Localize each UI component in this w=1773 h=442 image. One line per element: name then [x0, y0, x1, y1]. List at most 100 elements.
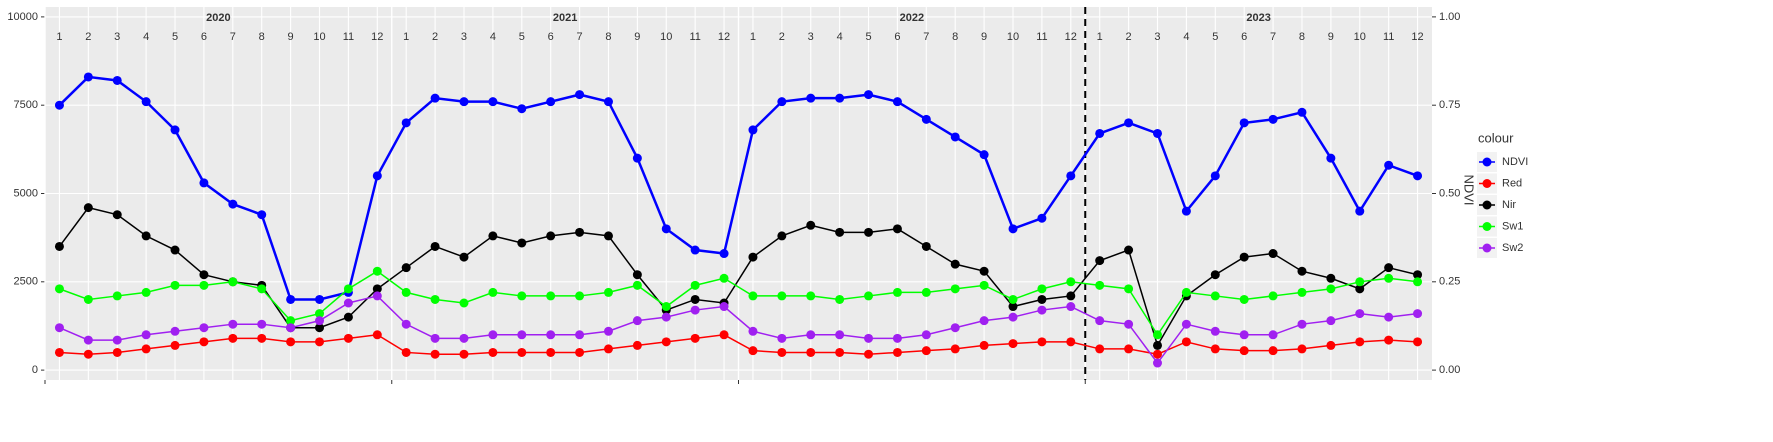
- point: [1066, 302, 1076, 312]
- month-label: 5: [519, 31, 525, 43]
- series-line: [59, 270, 1418, 337]
- point: [170, 280, 180, 290]
- point: [315, 294, 325, 304]
- point: [575, 291, 585, 301]
- point: [748, 291, 758, 301]
- point: [343, 333, 353, 343]
- point: [459, 298, 469, 308]
- point: [54, 284, 64, 294]
- point: [835, 347, 845, 357]
- point: [228, 319, 238, 329]
- point: [661, 337, 671, 347]
- point: [112, 335, 122, 345]
- month-label: 3: [461, 31, 467, 43]
- legend-key-point: [1482, 157, 1492, 167]
- point: [83, 335, 93, 345]
- point: [950, 284, 960, 294]
- point: [228, 199, 238, 209]
- point: [1181, 287, 1191, 297]
- point: [199, 178, 209, 188]
- point: [1239, 346, 1249, 356]
- point: [1181, 206, 1191, 216]
- month-label: 1: [56, 31, 62, 43]
- point: [1124, 344, 1134, 354]
- month-label: 8: [605, 31, 611, 43]
- point: [603, 326, 613, 336]
- legend-key-point: [1482, 179, 1492, 188]
- point: [632, 153, 642, 163]
- point: [1152, 330, 1162, 340]
- point: [1152, 358, 1162, 368]
- point: [1181, 319, 1191, 329]
- point: [864, 291, 874, 301]
- year-label: 2022: [900, 12, 924, 24]
- point: [1181, 337, 1191, 347]
- point: [54, 100, 64, 110]
- month-label: 8: [259, 31, 265, 43]
- point: [1384, 160, 1394, 170]
- point: [1384, 263, 1394, 273]
- year-label: 2020: [206, 12, 230, 24]
- point: [1355, 206, 1365, 216]
- month-label: 6: [894, 31, 900, 43]
- point: [806, 347, 816, 357]
- point: [112, 347, 122, 357]
- point: [546, 231, 556, 241]
- point: [1355, 309, 1365, 319]
- point: [228, 277, 238, 287]
- month-label: 2: [85, 31, 91, 43]
- point: [112, 291, 122, 301]
- point: [199, 323, 209, 333]
- point: [1210, 344, 1220, 354]
- month-label: 8: [952, 31, 958, 43]
- point: [806, 93, 816, 103]
- point: [286, 316, 296, 326]
- point: [170, 245, 180, 255]
- point: [488, 330, 498, 340]
- month-label: 4: [143, 31, 149, 43]
- point: [1095, 128, 1105, 138]
- month-label: 5: [172, 31, 178, 43]
- month-label: 12: [1411, 31, 1423, 43]
- point: [517, 347, 527, 357]
- point: [777, 291, 787, 301]
- point: [1124, 319, 1134, 329]
- point: [921, 346, 931, 356]
- point: [257, 210, 267, 220]
- point: [1037, 294, 1047, 304]
- point: [372, 330, 382, 340]
- legend-label: Red: [1502, 177, 1522, 189]
- point: [1297, 344, 1307, 354]
- point: [864, 90, 874, 100]
- point: [1037, 305, 1047, 315]
- point: [546, 291, 556, 301]
- point: [661, 302, 671, 312]
- y2-tick-label: 0.50: [1439, 187, 1460, 199]
- point: [1066, 171, 1076, 181]
- point: [1268, 346, 1278, 356]
- month-label: 7: [1270, 31, 1276, 43]
- point: [1384, 273, 1394, 283]
- point: [1008, 224, 1018, 234]
- point: [1066, 291, 1076, 301]
- point: [892, 347, 902, 357]
- point: [1037, 337, 1047, 347]
- point: [1239, 252, 1249, 262]
- point: [1413, 171, 1423, 181]
- point: [1355, 277, 1365, 287]
- point: [632, 340, 642, 350]
- month-label: 9: [981, 31, 987, 43]
- point: [343, 284, 353, 294]
- point: [257, 284, 267, 294]
- point: [1095, 280, 1105, 290]
- point: [950, 344, 960, 354]
- point: [806, 330, 816, 340]
- point: [517, 330, 527, 340]
- point: [1326, 273, 1336, 283]
- point: [575, 90, 585, 100]
- point: [806, 220, 816, 230]
- point: [517, 291, 527, 301]
- point: [1008, 294, 1018, 304]
- point: [199, 270, 209, 280]
